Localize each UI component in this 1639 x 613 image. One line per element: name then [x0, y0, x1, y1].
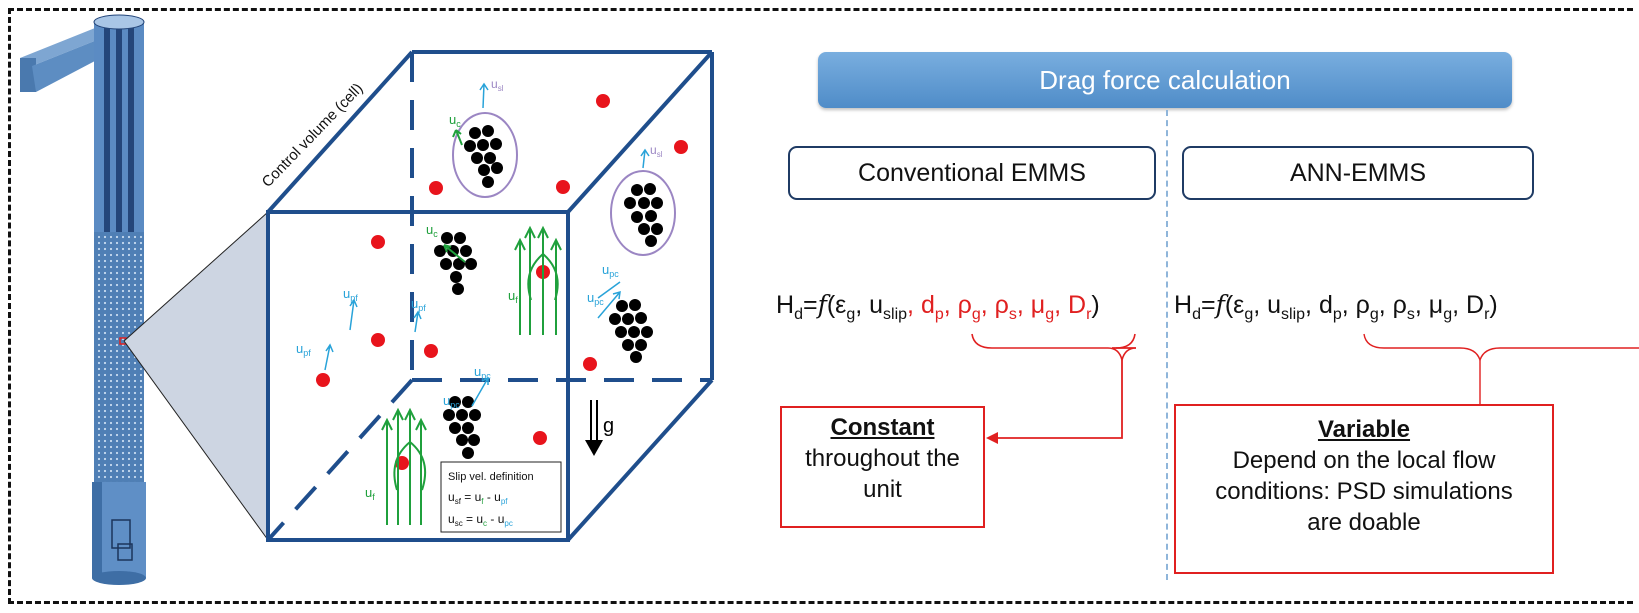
ann-emms-label: ANN-EMMS	[1289, 158, 1427, 187]
particle-velocity-arrows	[324, 82, 650, 407]
variable-title: Variable	[1317, 416, 1411, 443]
slip-definition-row2: usc = uc - upc	[448, 512, 513, 528]
control-volume-illustration: Control volume (cell)	[20, 14, 714, 585]
fluid-velocity-labels: uf uf uc uc	[365, 112, 518, 502]
dispersed-particles	[316, 94, 688, 470]
ann-emms-box: ANN-EMMS	[1182, 146, 1534, 200]
variable-line3: are doable	[1307, 509, 1421, 536]
svg-text:upc: upc	[474, 364, 491, 381]
svg-text:uc: uc	[426, 222, 438, 239]
ann-bracket	[1268, 334, 1386, 348]
constant-line2: unit	[863, 476, 902, 503]
svg-text:uf: uf	[365, 485, 375, 502]
slip-definition-box: Slip vel. definition usf = uf - upf usc …	[440, 461, 562, 533]
column-divider	[1166, 110, 1168, 580]
variable-box: Variable Depend on the local flow condit…	[1174, 404, 1554, 574]
slip-velocity-labels: usl usl	[491, 77, 663, 159]
constant-box: Constant throughout the unit	[780, 406, 985, 528]
banner-title: Drag force calculation	[1039, 64, 1291, 95]
fluid-streamlines	[381, 129, 562, 525]
constant-title: Constant	[830, 414, 935, 441]
zoom-line-top	[123, 211, 269, 342]
velocity-labels: upf upf upf upc upc upc upc	[296, 262, 619, 410]
slip-definition-row1: usf = uf - upf	[448, 490, 508, 506]
svg-text:usl: usl	[491, 77, 504, 93]
variable-line1: Depend on the local flow	[1232, 447, 1496, 474]
conventional-emms-label: Conventional EMMS	[858, 158, 1086, 187]
svg-text:uf: uf	[508, 288, 518, 305]
ann-equation: Hd=f(εg, uslip, dp, ρg, ρs, μg, Dr)	[1174, 290, 1498, 323]
riser-column	[20, 14, 146, 585]
conventional-bracket	[971, 333, 1137, 361]
svg-text:upf: upf	[296, 341, 311, 358]
dashed-frame	[8, 8, 1633, 604]
particle-clusters	[434, 112, 676, 459]
svg-text:upc: upc	[443, 393, 460, 410]
constant-arrow	[986, 333, 1136, 444]
svg-text:uc: uc	[449, 112, 461, 129]
variable-line2: conditions: PSD simulations	[1215, 478, 1513, 505]
zoom-cone	[124, 212, 268, 540]
svg-text:upc: upc	[587, 290, 604, 307]
svg-text:upc: upc	[602, 262, 619, 279]
drag-force-banner: Drag force calculation	[818, 52, 1512, 108]
gravity-label: g	[603, 415, 614, 437]
cell-label: Control volume (cell)	[259, 80, 367, 191]
gravity-arrow: g	[585, 400, 614, 456]
bracket-arrows	[971, 333, 1639, 404]
conventional-emms-box: Conventional EMMS	[788, 146, 1156, 200]
slip-definition-title: Slip vel. definition	[448, 471, 534, 483]
conventional-equation: Hd=f(εg, uslip, dp, ρg, ρs, μg, Dr)	[776, 290, 1100, 323]
constant-line1: throughout the	[805, 445, 960, 472]
ann-equation-clip: Hd=f(εg, uslip, dp, ρg, ρs, μg, Dr)	[1170, 280, 1639, 330]
zoom-line-bottom	[123, 340, 269, 541]
svg-text:usl: usl	[650, 143, 663, 159]
svg-text:upf: upf	[411, 296, 426, 313]
svg-text:upf: upf	[343, 286, 358, 303]
